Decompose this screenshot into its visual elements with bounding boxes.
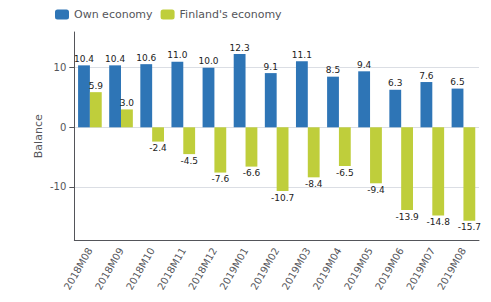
svg-text:11.1: 11.1 [292,50,312,60]
svg-text:9.4: 9.4 [357,60,372,70]
svg-text:-6.6: -6.6 [243,168,261,178]
svg-text:2019M01: 2019M01 [217,246,250,292]
svg-text:7.6: 7.6 [419,71,434,81]
svg-text:2019M05: 2019M05 [342,246,375,292]
svg-text:-4.5: -4.5 [180,156,198,166]
svg-text:-10: -10 [50,181,66,192]
svg-text:2019M02: 2019M02 [249,246,282,292]
svg-text:8.5: 8.5 [326,65,340,75]
svg-text:2019M07: 2019M07 [404,246,437,292]
svg-text:3.0: 3.0 [120,98,135,108]
svg-text:6.3: 6.3 [388,78,402,88]
svg-text:2019M03: 2019M03 [280,246,313,292]
svg-text:2019M06: 2019M06 [373,246,406,292]
svg-text:5.9: 5.9 [89,81,104,91]
svg-text:2018M08: 2018M08 [62,246,95,292]
svg-text:-2.4: -2.4 [149,143,167,153]
svg-text:2018M09: 2018M09 [93,246,126,292]
svg-text:-13.9: -13.9 [395,212,419,222]
svg-text:-14.8: -14.8 [427,217,451,227]
svg-text:Finland's economy: Finland's economy [180,8,283,21]
svg-text:Own economy: Own economy [74,8,153,21]
svg-text:11.0: 11.0 [167,50,187,60]
svg-text:10.6: 10.6 [136,53,156,63]
svg-text:-6.5: -6.5 [336,168,354,178]
svg-text:10: 10 [54,62,67,73]
svg-text:-8.4: -8.4 [305,179,323,189]
svg-text:10.4: 10.4 [105,54,125,64]
svg-text:2019M08: 2019M08 [435,246,468,292]
svg-text:10.4: 10.4 [74,54,94,64]
svg-text:2018M10: 2018M10 [124,246,157,292]
svg-text:-9.4: -9.4 [367,185,385,195]
svg-text:2018M12: 2018M12 [186,246,219,292]
svg-text:10.0: 10.0 [198,56,218,66]
svg-text:9.1: 9.1 [264,62,278,72]
svg-text:6.5: 6.5 [450,77,464,87]
svg-text:-10.7: -10.7 [271,193,294,203]
svg-text:2018M11: 2018M11 [155,246,188,292]
svg-text:-15.7: -15.7 [458,222,481,232]
svg-text:-7.6: -7.6 [212,174,230,184]
svg-text:0: 0 [60,122,66,133]
svg-text:12.3: 12.3 [230,43,250,53]
svg-text:Balance: Balance [32,114,45,158]
svg-text:2019M04: 2019M04 [311,246,344,292]
